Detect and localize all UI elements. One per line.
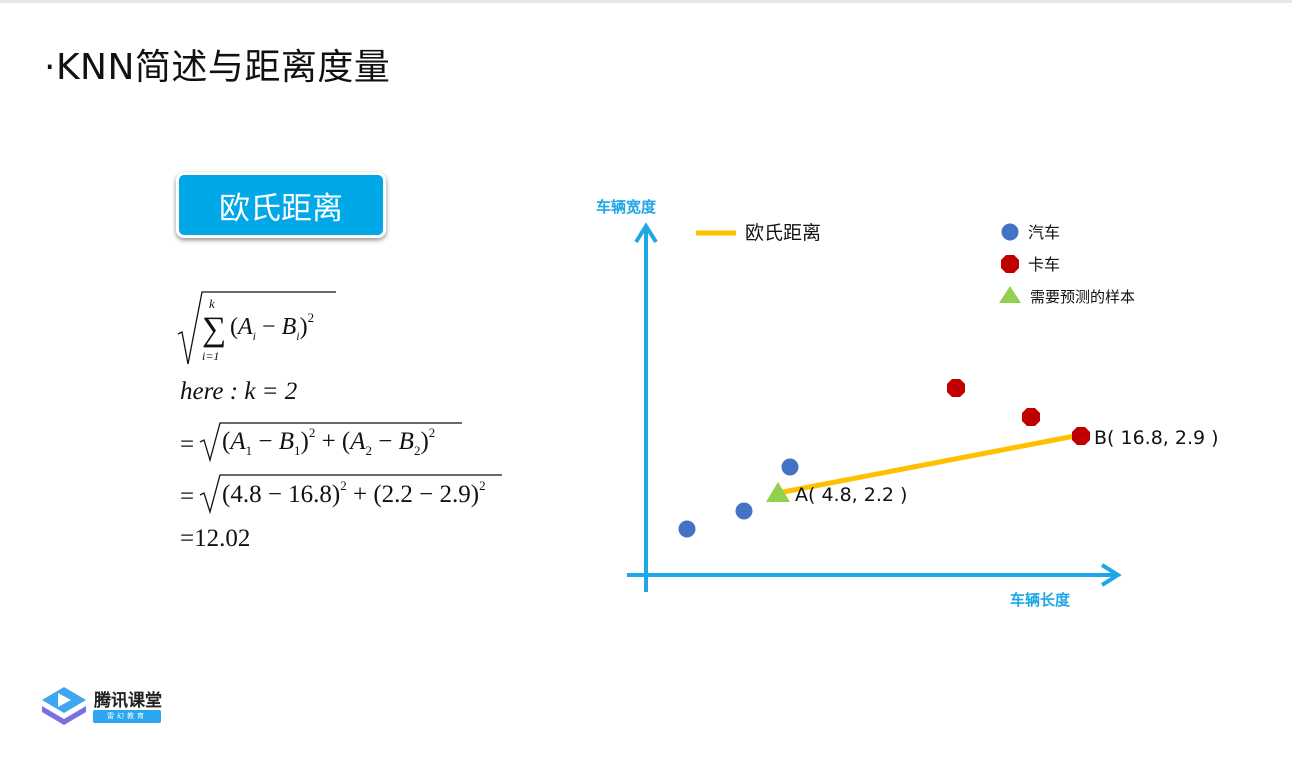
formula-svg: k ∑ i=1 (Ai − Bi)2 here : k = 2 = (A1 − …	[177, 291, 502, 552]
tencent-classroom-logo: 腾讯课堂 雷幻教育	[38, 684, 168, 730]
euclidean-distance-line	[777, 432, 1081, 496]
legend-car-label: 汽车	[1028, 223, 1060, 242]
legend-sample-swatch	[999, 286, 1021, 303]
euclidean-formula: k ∑ i=1 (Ai − Bi)2 here : k = 2 = (A1 − …	[172, 282, 512, 562]
formula-line-1: k ∑ i=1 (Ai − Bi)2	[177, 291, 336, 365]
point-a-label: A( 4.8, 2.2 )	[795, 484, 907, 506]
point-a-marker	[766, 482, 790, 502]
legend-sample-label: 需要预测的样本	[1030, 288, 1135, 306]
legend-car-swatch	[1001, 223, 1019, 241]
sum-lower: i=1	[202, 349, 219, 363]
sum-term: (Ai − Bi)2	[230, 310, 314, 343]
car-point	[678, 520, 696, 538]
slide-title: ·KNN简述与距离度量	[44, 47, 391, 88]
logo-play-icon	[42, 687, 86, 725]
radical-sign-2	[199, 422, 462, 463]
point-b-label: B( 16.8, 2.9 )	[1094, 427, 1219, 449]
car-point	[735, 502, 753, 520]
formula-line-3: = (A1 − B1)2 + (A2 − B2)2	[180, 422, 462, 463]
sum-upper: k	[209, 296, 215, 311]
top-rule	[0, 0, 1292, 3]
eq-sign-3: =	[180, 431, 194, 458]
sum-symbol: ∑	[202, 311, 226, 348]
line3-expr: (A1 − B1)2 + (A2 − B2)2	[222, 425, 435, 458]
truck-point	[1022, 408, 1040, 426]
line4-expr: (4.8 − 16.8)2 + (2.2 − 2.9)2	[222, 478, 486, 508]
radical-sign-3	[199, 474, 502, 515]
y-axis-label: 车辆宽度	[596, 198, 657, 216]
x-axis-label: 车辆长度	[1010, 591, 1071, 609]
result-line: =12.02	[180, 525, 250, 552]
legend-truck-label: 卡车	[1028, 255, 1060, 274]
legend-line-label: 欧氏距离	[745, 222, 821, 244]
car-point	[781, 458, 799, 476]
point-b-marker	[1072, 427, 1090, 445]
y-axis-arrow	[634, 222, 658, 244]
here-line: here : k = 2	[180, 378, 297, 405]
euclidean-badge: 欧氏距离	[176, 172, 386, 238]
legend-truck-swatch	[1001, 255, 1019, 273]
logo-sub: 雷幻教育	[93, 710, 161, 723]
logo-name: 腾讯课堂	[94, 691, 162, 711]
truck-point	[947, 379, 965, 397]
formula-line-4: = (4.8 − 16.8)2 + (2.2 − 2.9)2	[180, 474, 502, 515]
eq-sign-4: =	[180, 483, 194, 510]
radical-sign-1	[177, 291, 336, 365]
x-axis-arrow	[1100, 563, 1122, 587]
